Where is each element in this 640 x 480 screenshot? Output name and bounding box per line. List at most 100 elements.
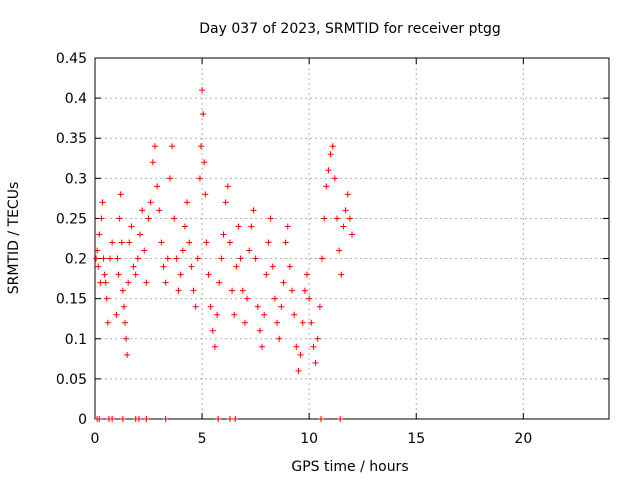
data-point [278,303,285,310]
data-point [336,247,343,254]
data-point [95,263,102,270]
y-tick-label: 0.35 [56,131,87,147]
data-point [164,255,171,262]
data-point [250,207,257,214]
data-point [241,319,248,326]
x-tick-label: 10 [300,431,318,447]
x-axis-label: GPS time / hours [291,459,408,475]
data-point [125,279,132,286]
data-point [267,215,274,222]
data-point [297,351,304,358]
data-point [346,215,353,222]
data-point [244,295,251,302]
data-point [265,239,272,246]
data-point [179,247,186,254]
data-point [304,271,311,278]
data-point [231,311,238,318]
data-point [177,271,184,278]
data-point [118,239,125,246]
data-point [192,303,199,310]
data-point [145,215,152,222]
data-point [232,416,239,422]
data-point [128,223,135,230]
data-point [334,215,341,222]
data-point [349,231,355,238]
data-point [194,255,201,262]
data-point [109,239,116,246]
data-point [134,255,141,262]
y-tick-label: 0.3 [65,171,87,187]
data-point [99,199,106,206]
data-point [188,263,195,270]
data-point [224,183,231,190]
data-point [96,231,103,238]
data-point [173,255,180,262]
plot-frame [94,57,610,420]
data-point [254,303,261,310]
data-point [143,416,150,422]
data-point [102,279,109,286]
data-point [293,343,300,350]
data-point [202,191,209,198]
data-point [331,175,338,182]
data-point [98,215,105,222]
y-tick-label: 0.25 [56,211,87,227]
data-point [130,263,137,270]
axis-ticks: 0 0.05 0.1 0.15 0.2 0.25 0.3 0.35 0.4 0.45 0 5 10 15 2… [56,51,609,447]
data-point [126,239,133,246]
data-point [344,191,351,198]
data-point [196,175,203,182]
data-point [139,207,146,214]
data-point [314,335,321,342]
data-point [301,287,308,294]
data-point [256,327,263,334]
data-point [147,199,154,206]
y-tick-label: 0.05 [56,372,87,388]
data-point [280,279,287,286]
data-point [160,263,167,270]
data-point [166,175,173,182]
data-point [171,215,178,222]
data-point [132,271,139,278]
data-point [215,416,222,422]
y-tick-label: 0.4 [65,91,87,107]
data-point [289,287,296,294]
data-point [156,207,163,214]
x-tick-label: 0 [91,431,100,447]
y-tick-label: 0.1 [65,332,87,348]
data-point [184,199,191,206]
data-point [121,319,128,326]
data-point [237,255,244,262]
data-point [261,311,268,318]
data-point [124,351,131,358]
data-point [93,255,100,262]
data-point [123,335,130,342]
data-point [269,263,276,270]
data-point [308,319,315,326]
data-point [329,143,336,150]
data-point [337,416,344,422]
x-tick-label: 5 [198,431,207,447]
data-point [101,271,108,278]
data-point [162,416,169,422]
x-tick-label: 20 [514,431,532,447]
data-point [115,271,122,278]
data-point [271,295,278,302]
data-point [252,255,259,262]
data-point [325,167,332,174]
data-point [186,239,193,246]
data-point [239,287,246,294]
data-point [120,303,127,310]
chart-title: Day 037 of 2023, SRMTID for receiver ptg… [199,21,501,37]
data-point [190,287,197,294]
data-point [103,295,110,302]
data-point [222,199,229,206]
data-point [198,143,205,150]
data-point [116,215,123,222]
data-point [207,303,214,310]
data-point [310,343,317,350]
data-point [209,327,216,334]
y-tick-label: 0 [78,412,87,428]
data-point [96,416,103,422]
data-point [323,183,330,190]
